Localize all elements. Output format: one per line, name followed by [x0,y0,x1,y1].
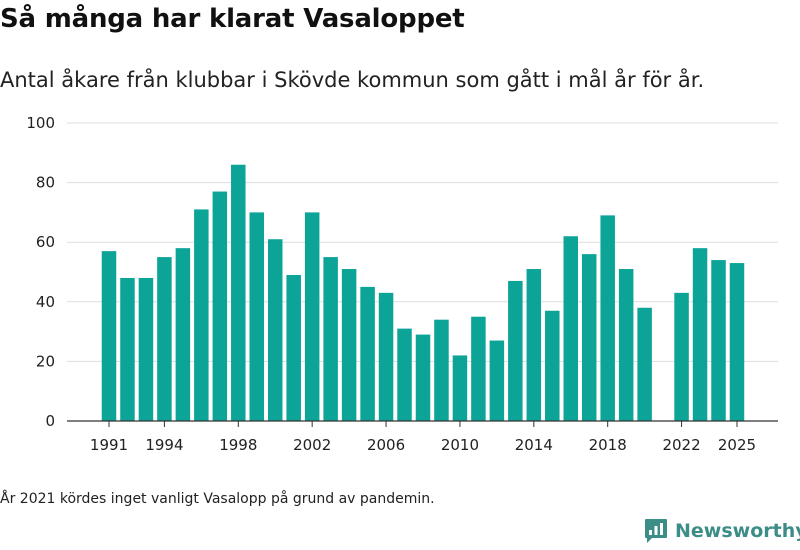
bar [360,286,375,421]
x-tick-label: 1991 [90,436,128,454]
bar [692,248,708,421]
brand-logo: Newsworthy [644,518,800,544]
y-tick-label: 0 [45,412,55,430]
bar [286,274,301,421]
chart-title: Så många har klarat Vasaloppet [0,4,465,34]
brand-name: Newsworthy [675,520,800,542]
y-tick-label: 100 [26,114,55,132]
bar [415,334,431,421]
x-tick-label: 1994 [145,436,183,454]
bar [323,257,338,421]
x-tick-label: 2010 [441,436,479,454]
bar [581,254,597,421]
bar [526,269,542,421]
bar [729,263,745,421]
bar [637,307,652,421]
bar-chart: 0 20 40 60 80 100 1991 1994 1998 2002 2006 2010 2014… [26,114,778,454]
bar [267,239,283,421]
bar [120,277,135,421]
bar [434,319,449,421]
x-tick-label: 2014 [515,436,553,454]
y-tick-label: 80 [36,174,55,192]
bar [397,328,412,421]
x-tick-label: 2022 [662,436,700,454]
bar [194,209,209,421]
bar [175,248,191,421]
bar [618,269,634,421]
bar [711,260,726,421]
bars [101,164,745,421]
axes: 0 20 40 60 80 100 1991 1994 1998 2002 2006 2010 2014… [26,114,778,454]
bar [674,292,689,421]
x-tick-label: 1998 [219,436,257,454]
y-tick-label: 40 [36,293,55,311]
x-tick-label: 2006 [367,436,405,454]
bar [452,355,468,421]
bar [378,292,394,421]
bar [471,316,486,421]
bar [489,340,505,421]
bar [212,191,228,421]
bar [508,280,523,421]
y-tick-label: 60 [36,233,55,251]
bar [545,310,560,421]
bar [341,269,357,421]
newsworthy-logo-icon [645,519,667,543]
gridlines [67,122,778,362]
bar [563,236,578,421]
bar [138,277,154,421]
x-tick-label: 2018 [589,436,627,454]
y-tick-label: 20 [36,352,55,370]
bar [600,215,615,421]
x-tick-label: 2002 [293,436,331,454]
footnote: År 2021 kördes inget vanligt Vasalopp på… [0,491,435,507]
bar [249,212,265,421]
x-tick-label: 2025 [718,436,756,454]
bar [231,164,246,421]
bar [101,251,117,421]
bar [304,212,320,421]
bar [157,257,172,421]
chart-subtitle: Antal åkare från klubbar i Skövde kommun… [0,68,705,92]
